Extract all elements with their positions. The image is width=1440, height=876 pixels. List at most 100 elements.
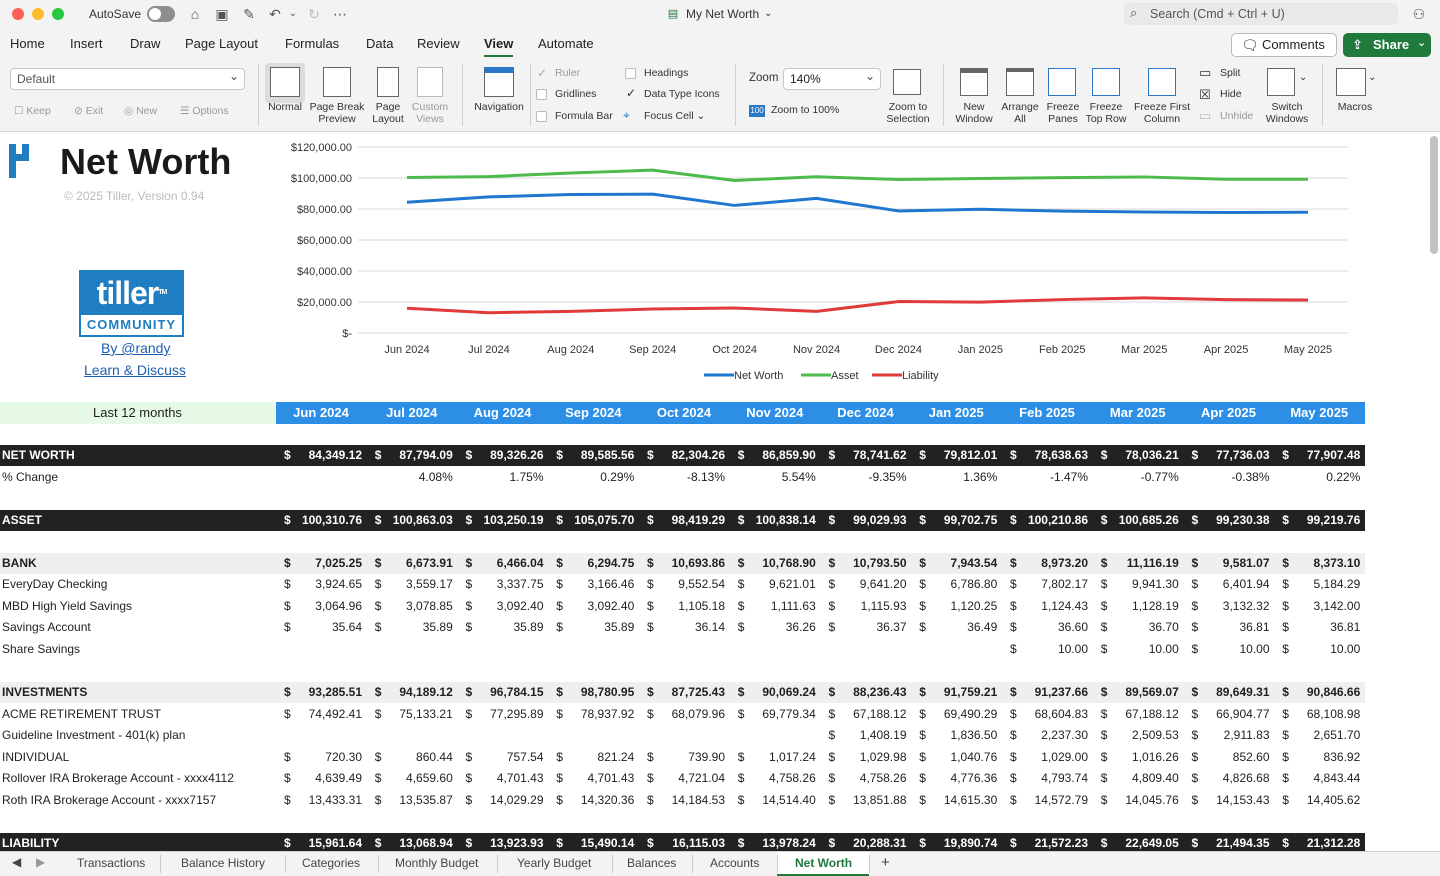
table-row[interactable]: Guideline Investment - 401(k) plan $1,408… bbox=[0, 725, 1365, 746]
table-cell[interactable]: $14,405.62 bbox=[1274, 793, 1366, 808]
table-cell[interactable]: 0.29% bbox=[548, 470, 640, 485]
undo-icon[interactable]: ↶ bbox=[269, 6, 281, 22]
zoom-window-button[interactable] bbox=[52, 8, 64, 20]
table-cell[interactable]: $20,288.31 bbox=[821, 836, 913, 851]
table-cell[interactable]: $36.26 bbox=[730, 620, 822, 635]
table-cell[interactable]: $90,846.66 bbox=[1274, 685, 1366, 700]
table-cell[interactable]: $9,552.54 bbox=[639, 577, 731, 592]
sheet-tab[interactable]: Net Worth bbox=[795, 856, 853, 870]
menu-data[interactable]: Data bbox=[366, 36, 394, 51]
table-row[interactable]: % Change 4.08% 1.75% 0.29% -8.13% 5.54% -9.35%… bbox=[0, 467, 1365, 488]
zoom-to-selection-icon[interactable] bbox=[893, 69, 921, 95]
new-view-button[interactable]: ◎ New bbox=[124, 105, 158, 117]
table-cell[interactable]: $67,188.12 bbox=[1093, 707, 1185, 722]
table-cell[interactable]: $6,786.80 bbox=[911, 577, 1003, 592]
table-cell[interactable]: $4,826.68 bbox=[1184, 771, 1276, 786]
table-cell[interactable]: $35.89 bbox=[458, 620, 550, 635]
table-cell[interactable]: 4.08% bbox=[367, 470, 459, 485]
sheet-tab[interactable]: Transactions bbox=[77, 856, 146, 870]
title-chevron-icon[interactable]: ⌄ bbox=[764, 8, 773, 19]
table-cell[interactable]: $9,581.07 bbox=[1184, 556, 1276, 571]
table-row[interactable]: NET WORTH $84,349.12 $87,794.09 $89,326.26 $… bbox=[0, 445, 1365, 466]
navigation-icon[interactable] bbox=[484, 67, 514, 97]
table-row[interactable]: EveryDay Checking $3,924.65 $3,559.17 $3,33… bbox=[0, 574, 1365, 595]
table-cell[interactable]: $4,639.49 bbox=[276, 771, 368, 786]
table-cell[interactable]: $4,721.04 bbox=[639, 771, 731, 786]
menu-formulas[interactable]: Formulas bbox=[285, 36, 340, 51]
split-icon[interactable]: ▭ bbox=[1199, 65, 1212, 80]
table-cell[interactable]: $13,535.87 bbox=[367, 793, 459, 808]
table-cell[interactable]: $7,802.17 bbox=[1002, 577, 1094, 592]
table-cell[interactable]: $87,794.09 bbox=[367, 448, 459, 463]
table-cell[interactable]: $36.14 bbox=[639, 620, 731, 635]
tab-scroll-right-icon[interactable]: ▶ bbox=[36, 855, 46, 869]
table-cell[interactable]: $99,702.75 bbox=[911, 513, 1003, 528]
table-cell[interactable]: $35.89 bbox=[367, 620, 459, 635]
account-icon[interactable]: ⚇ bbox=[1412, 6, 1426, 22]
table-cell[interactable]: $100,863.03 bbox=[367, 513, 459, 528]
table-cell[interactable]: -8.13% bbox=[639, 470, 731, 485]
table-cell[interactable]: $82,304.26 bbox=[639, 448, 731, 463]
table-cell[interactable]: $91,237.66 bbox=[1002, 685, 1094, 700]
table-cell[interactable]: $14,572.79 bbox=[1002, 793, 1094, 808]
freeze-panes-icon[interactable] bbox=[1048, 68, 1076, 96]
table-cell[interactable]: $77,736.03 bbox=[1184, 448, 1276, 463]
table-cell[interactable]: $89,326.26 bbox=[458, 448, 550, 463]
normal-view-button[interactable] bbox=[265, 63, 305, 103]
table-cell[interactable]: $1,105.18 bbox=[639, 599, 731, 614]
table-cell[interactable]: $4,659.60 bbox=[367, 771, 459, 786]
table-cell[interactable]: $1,836.50 bbox=[911, 728, 1003, 743]
page-break-preview-icon[interactable] bbox=[323, 67, 351, 97]
share-button[interactable]: ⇪ Share ⌄ bbox=[1343, 33, 1431, 57]
table-cell[interactable]: $1,128.19 bbox=[1093, 599, 1185, 614]
tab-scroll-left-icon[interactable]: ◀ bbox=[12, 855, 22, 869]
keep-button[interactable]: ☐ Keep bbox=[14, 105, 51, 117]
table-cell[interactable]: $96,784.15 bbox=[458, 685, 550, 700]
table-cell[interactable]: $852.60 bbox=[1184, 750, 1276, 765]
table-cell[interactable]: $77,295.89 bbox=[458, 707, 550, 722]
table-cell[interactable]: $4,701.43 bbox=[458, 771, 550, 786]
table-cell[interactable]: $90,069.24 bbox=[730, 685, 822, 700]
table-cell[interactable]: 5.54% bbox=[730, 470, 822, 485]
table-cell[interactable]: $86,859.90 bbox=[730, 448, 822, 463]
table-cell[interactable]: $22,649.05 bbox=[1093, 836, 1185, 851]
gridlines-checkbox[interactable] bbox=[536, 89, 547, 100]
table-cell[interactable]: $11,116.19 bbox=[1093, 556, 1185, 571]
table-cell[interactable]: $15,490.14 bbox=[548, 836, 640, 851]
comments-button[interactable]: 🗨 Comments bbox=[1231, 33, 1337, 57]
table-cell[interactable]: 1.75% bbox=[458, 470, 550, 485]
table-cell[interactable]: $15,961.64 bbox=[276, 836, 368, 851]
table-cell[interactable]: $2,237.30 bbox=[1002, 728, 1094, 743]
sheet-tab[interactable]: Balances bbox=[627, 856, 677, 870]
table-cell[interactable]: $10.00 bbox=[1184, 642, 1276, 657]
hide-icon[interactable]: ☒ bbox=[1199, 87, 1211, 102]
table-cell[interactable]: $6,294.75 bbox=[548, 556, 640, 571]
freeze-top-row-icon[interactable] bbox=[1092, 68, 1120, 96]
table-cell[interactable]: $1,029.98 bbox=[821, 750, 913, 765]
table-cell[interactable]: $4,776.36 bbox=[911, 771, 1003, 786]
table-cell[interactable]: $4,809.40 bbox=[1093, 771, 1185, 786]
table-cell[interactable]: $4,701.43 bbox=[548, 771, 640, 786]
table-cell[interactable]: $74,492.41 bbox=[276, 707, 368, 722]
table-cell[interactable]: $739.90 bbox=[639, 750, 731, 765]
table-cell[interactable]: 0.22% bbox=[1274, 470, 1366, 485]
custom-views-icon[interactable] bbox=[417, 67, 443, 97]
sheet-tab[interactable]: Categories bbox=[302, 856, 361, 870]
table-cell[interactable]: $98,419.29 bbox=[639, 513, 731, 528]
table-cell[interactable]: $94,189.12 bbox=[367, 685, 459, 700]
table-cell[interactable]: -0.77% bbox=[1093, 470, 1185, 485]
table-row[interactable]: Roth IRA Brokerage Account - xxxx7157 $13… bbox=[0, 790, 1365, 811]
table-cell[interactable]: $100,838.14 bbox=[730, 513, 822, 528]
table-cell[interactable]: $1,029.00 bbox=[1002, 750, 1094, 765]
unhide-icon[interactable]: ▭ bbox=[1199, 108, 1212, 123]
table-cell[interactable]: $67,188.12 bbox=[821, 707, 913, 722]
table-row[interactable]: INDIVIDUAL $720.30 $860.44 $757.54 $821.24 $7… bbox=[0, 747, 1365, 768]
table-cell[interactable]: $103,250.19 bbox=[458, 513, 550, 528]
author-link[interactable]: By @randy bbox=[101, 340, 171, 356]
table-row[interactable]: Share Savings $10.00 $10.00 $10.00 $10.00 bbox=[0, 639, 1365, 660]
save-as-icon[interactable]: ✎ bbox=[243, 6, 255, 22]
sheet-tab[interactable]: Monthly Budget bbox=[395, 856, 479, 870]
table-cell[interactable]: $21,572.23 bbox=[1002, 836, 1094, 851]
table-cell[interactable]: $10.00 bbox=[1093, 642, 1185, 657]
table-cell[interactable]: $6,401.94 bbox=[1184, 577, 1276, 592]
